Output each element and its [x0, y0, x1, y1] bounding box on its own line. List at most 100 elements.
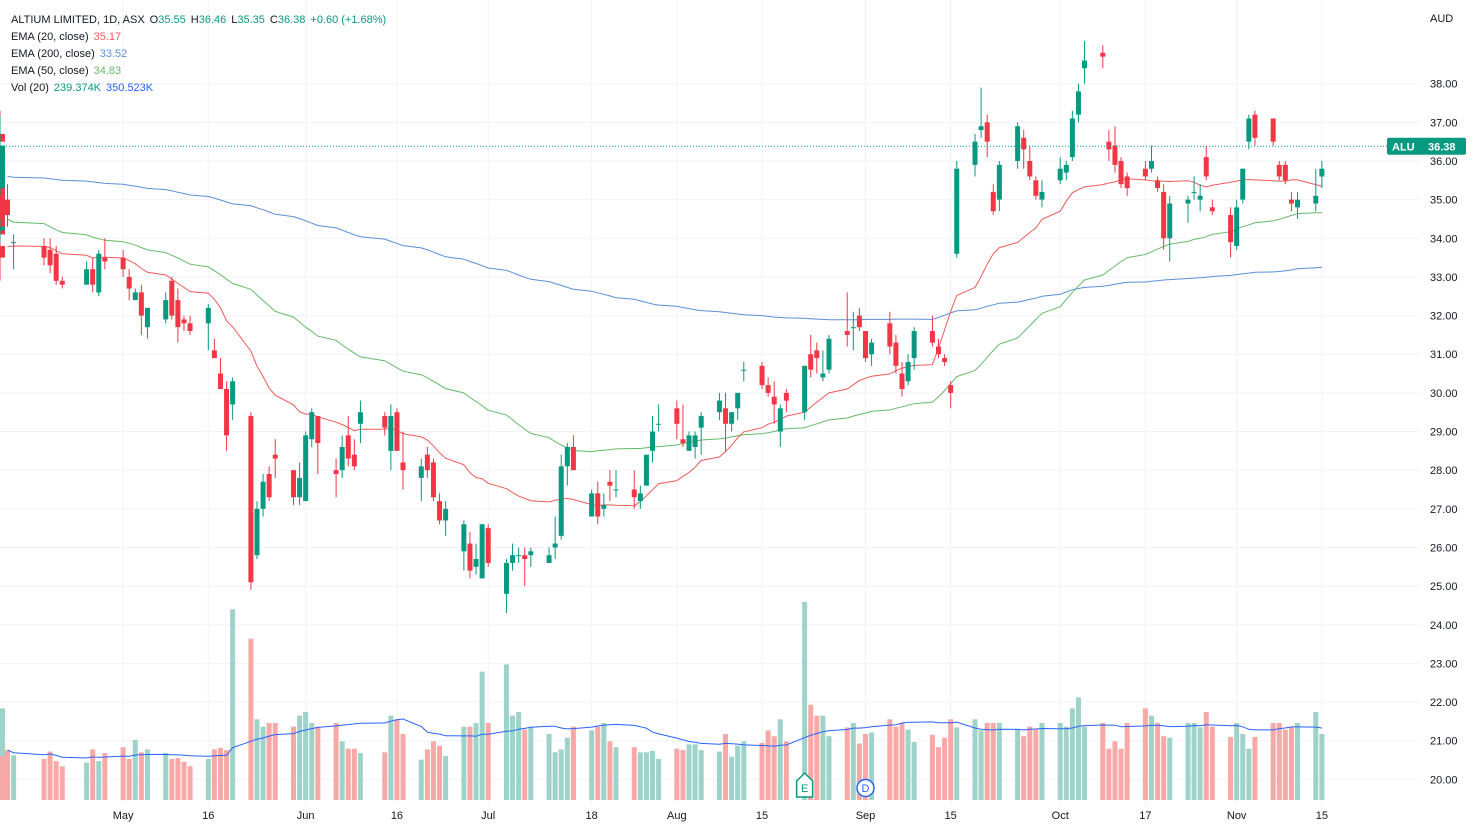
candle-body — [893, 342, 899, 366]
volume-bar — [637, 752, 643, 800]
candle-body — [674, 408, 680, 424]
candle — [510, 543, 516, 571]
ema200-line — [7, 176, 1322, 321]
volume-bar — [765, 730, 771, 800]
candle — [1039, 180, 1045, 208]
candle-body — [430, 462, 436, 498]
low-label: L — [231, 14, 238, 26]
volume-bar — [820, 715, 826, 800]
candle — [1295, 191, 1301, 219]
candle-body — [303, 435, 309, 502]
ema50-row[interactable]: EMA (50, close) 34.83 — [11, 63, 386, 80]
candle-body — [175, 300, 181, 328]
candle — [120, 249, 126, 277]
volume-bar — [552, 752, 558, 800]
volume-bar — [248, 638, 254, 800]
volume-bar — [1167, 737, 1173, 800]
price-axis[interactable]: 20.00 21.00 22.00 23.00 24.00 25.00 26.00 27.00… — [1430, 79, 1458, 787]
volume-bar — [467, 726, 473, 800]
candle — [138, 284, 144, 335]
candle-body — [11, 242, 17, 244]
close-label: C — [269, 14, 278, 26]
candle-body — [1106, 141, 1112, 150]
candle-body — [570, 446, 576, 471]
volume-bar — [1288, 727, 1294, 800]
candle-body — [510, 555, 516, 563]
volume-bar — [510, 715, 516, 800]
candle-body — [929, 331, 935, 343]
candle — [692, 431, 698, 459]
volume-bar — [315, 726, 321, 800]
volume-row[interactable]: Vol (20) 239.374K 350.523K — [11, 80, 386, 97]
earnings-marker[interactable]: E — [795, 771, 814, 798]
volume-bar — [777, 719, 783, 800]
volume-bar — [1155, 723, 1161, 800]
volume-bar — [59, 766, 65, 800]
candle-body — [388, 416, 394, 451]
volume-bar — [260, 726, 266, 800]
volume-label: Vol (20) — [11, 82, 49, 94]
volume-bar — [333, 723, 339, 800]
ema20-row[interactable]: EMA (20, close) 35.17 — [11, 29, 386, 46]
change-value: +0.60 (+1.68%) — [310, 14, 387, 26]
dividend-marker[interactable]: D — [856, 778, 875, 798]
candle-body — [90, 269, 96, 285]
volume-bar — [528, 726, 534, 800]
volume-bar — [558, 749, 564, 800]
candle — [254, 501, 260, 560]
candle-body — [0, 226, 5, 231]
volume-bar — [1039, 723, 1045, 800]
candle-body — [528, 551, 534, 556]
ema200-row[interactable]: EMA (200, close) 33.52 — [11, 46, 386, 63]
candle-body — [1082, 60, 1088, 69]
price-tick-label: 31.00 — [1430, 349, 1458, 361]
candle-body — [53, 253, 59, 281]
ema20-line — [7, 178, 1323, 507]
candle-body — [467, 543, 473, 571]
candle-body — [187, 323, 193, 332]
candle — [303, 431, 309, 502]
volume-bar — [1082, 726, 1088, 800]
time-axis[interactable]: May 16 Jun 16 Jul 18 Aug 15 Sep 15 Oct 17 Nov 15 — [113, 810, 1328, 822]
candle-body — [869, 342, 875, 355]
volume-bar — [503, 664, 509, 800]
price-tick-label: 29.00 — [1430, 427, 1458, 439]
candle-body — [339, 446, 345, 471]
candle-body — [1270, 118, 1276, 142]
candle — [1148, 145, 1154, 173]
volume-bar — [437, 745, 443, 800]
volume-bar — [826, 736, 832, 800]
high-label: H — [190, 14, 199, 26]
price-tag-ticker: ALU — [1392, 141, 1415, 153]
candle-body — [144, 307, 150, 328]
volume-bar — [1203, 712, 1209, 800]
candle — [978, 87, 984, 138]
candle-body — [1057, 168, 1063, 181]
candle — [589, 489, 595, 517]
time-tick-label: Sep — [856, 810, 876, 822]
time-tick-label: May — [113, 810, 134, 822]
candle — [479, 524, 485, 579]
candle-body — [217, 373, 223, 390]
volume-bar — [522, 729, 528, 800]
candle — [528, 547, 534, 567]
volume-bar — [1015, 728, 1021, 800]
volume-bar — [126, 758, 132, 800]
symbol-title[interactable]: ALTIUM LIMITED, 1D, ASX — [11, 14, 145, 26]
volume-bar — [272, 723, 278, 800]
price-tick-label: 30.00 — [1430, 388, 1458, 400]
candle-body — [783, 392, 789, 401]
candle-body — [1240, 168, 1246, 200]
volume-bar — [1124, 723, 1130, 800]
candle-body — [589, 493, 595, 517]
candle-body — [418, 466, 424, 478]
volume-bar — [589, 730, 595, 800]
candle — [856, 307, 862, 332]
candle-body — [1021, 137, 1027, 150]
volume-bar — [686, 744, 692, 800]
candle-body — [1313, 195, 1319, 204]
volume-bar — [175, 758, 181, 800]
volume-bar — [473, 723, 479, 800]
candle — [1197, 184, 1203, 212]
